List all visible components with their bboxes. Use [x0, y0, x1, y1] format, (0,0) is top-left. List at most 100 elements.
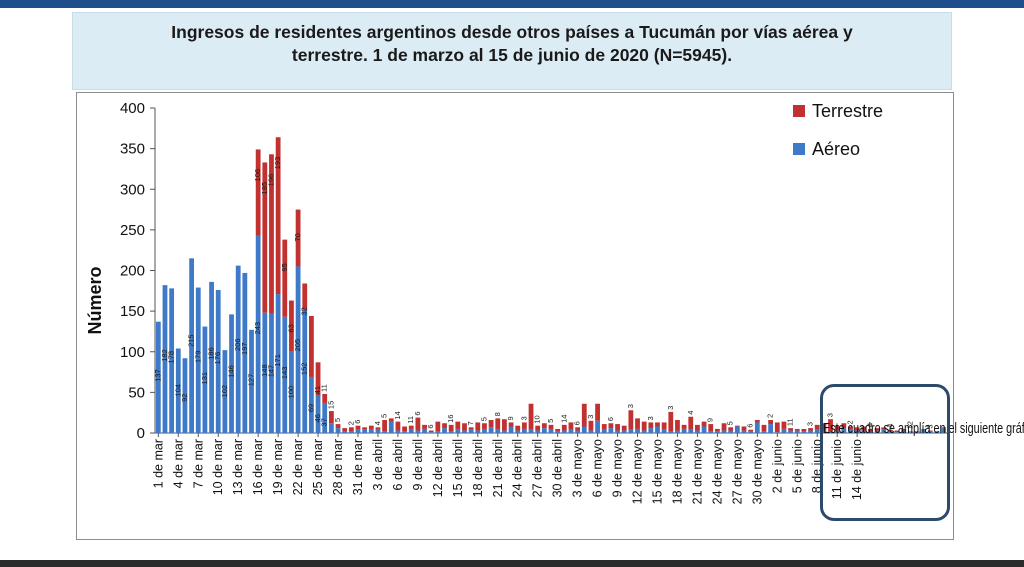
- bar-aereo: [508, 426, 514, 433]
- bar-aereo: [448, 431, 454, 433]
- bar-aereo: [262, 312, 268, 433]
- data-label-aereo: 69: [306, 404, 315, 412]
- data-label-aereo: 146: [227, 365, 236, 378]
- highlight-box: [820, 384, 950, 521]
- y-tick-label: 400: [120, 100, 145, 117]
- bar-aereo: [229, 314, 234, 433]
- bar-terrestre: [721, 423, 727, 431]
- bar-aereo: [175, 348, 181, 433]
- bar-aereo: [581, 426, 587, 433]
- data-label-terrestre: 9: [506, 416, 515, 420]
- data-label-terrestre: 193: [273, 157, 282, 170]
- bar-terrestre: [382, 420, 388, 432]
- x-tick-label: 14 de junio: [850, 439, 864, 500]
- x-tick-label: 18 de mayo: [670, 439, 684, 504]
- bar-aereo: [681, 428, 687, 433]
- bar-aereo: [335, 428, 341, 433]
- bar-terrestre: [848, 426, 853, 430]
- data-label-terrestre: 3: [519, 416, 528, 420]
- bar-aereo: [788, 430, 793, 433]
- bar-aereo: [848, 429, 853, 433]
- bar-aereo: [162, 285, 168, 433]
- bar-aereo: [408, 428, 414, 433]
- data-label-terrestre: 2: [766, 414, 775, 418]
- bar-terrestre: [828, 419, 833, 432]
- bar-terrestre: [914, 431, 920, 433]
- bar-terrestre: [462, 423, 467, 431]
- bar-terrestre: [289, 300, 294, 352]
- bar-aereo: [814, 429, 820, 433]
- data-label-aereo: 182: [160, 349, 169, 362]
- x-tick-label: 13 de mar: [231, 439, 245, 495]
- bar-terrestre: [402, 426, 407, 432]
- x-tick-label: 10 de mar: [211, 439, 225, 495]
- bar-terrestre: [541, 423, 547, 429]
- bar-aereo: [901, 430, 907, 433]
- bar-terrestre: [641, 421, 647, 431]
- data-label-terrestre: 4: [373, 421, 382, 425]
- bar-aereo: [368, 428, 374, 433]
- bar-aereo: [202, 326, 208, 433]
- bar-aereo: [615, 430, 620, 433]
- bar-terrestre: [408, 425, 414, 429]
- data-label-terrestre: 3: [586, 415, 595, 419]
- data-label-terrestre: 3: [806, 422, 815, 426]
- data-label-aereo: 152: [300, 363, 309, 376]
- bar-terrestre: [502, 419, 507, 431]
- data-label-terrestre: 95: [280, 263, 289, 271]
- bar-terrestre: [741, 426, 747, 431]
- bar-terrestre: [808, 428, 813, 431]
- chart-title: Ingresos de residentes argentinos desde …: [73, 21, 951, 67]
- bar-aereo: [295, 266, 301, 433]
- bar-aereo: [555, 431, 561, 433]
- data-label-terrestre: 11: [406, 416, 415, 424]
- data-label-aereo: 137: [153, 369, 162, 382]
- x-tick-label: 12 de mayo: [631, 439, 645, 504]
- data-label-terrestre: 14: [559, 415, 568, 423]
- bar-terrestre: [535, 425, 541, 431]
- bar-aereo: [808, 430, 813, 433]
- x-tick-label: 28 de mar: [331, 439, 345, 495]
- bar-terrestre: [475, 422, 481, 431]
- bar-aereo: [388, 421, 394, 433]
- x-tick-label: 6 de mayo: [591, 439, 605, 497]
- x-tick-label: 15 de abril: [451, 439, 465, 497]
- title-box: Ingresos de residentes argentinos desde …: [72, 12, 952, 90]
- bar-aereo: [728, 430, 734, 433]
- bar-aereo: [741, 430, 747, 433]
- data-label-terrestre: 10: [533, 415, 542, 423]
- bar-terrestre: [734, 425, 740, 427]
- bottom-bar: [0, 560, 1024, 567]
- bar-aereo: [488, 427, 494, 433]
- bar-terrestre: [568, 422, 574, 430]
- bar-aereo: [475, 430, 481, 433]
- bar-aereo: [382, 431, 388, 433]
- data-label-terrestre: 70: [293, 233, 302, 241]
- data-label-aereo: 46: [313, 414, 322, 422]
- bar-aereo: [209, 281, 214, 433]
- bar-aereo: [661, 429, 667, 433]
- data-label-aereo: 215: [187, 334, 196, 347]
- bar-terrestre: [581, 403, 587, 427]
- bar-terrestre: [595, 403, 600, 421]
- data-label-aereo: 104: [173, 384, 182, 397]
- bar-terrestre: [748, 429, 754, 432]
- bar-terrestre: [368, 425, 374, 429]
- x-tick-label: 27 de abril: [531, 439, 545, 497]
- bar-aereo: [462, 430, 467, 433]
- data-label-aereo: 147: [266, 365, 275, 378]
- title-line-2: terrestre. 1 de marzo al 15 de junio de …: [291, 45, 733, 65]
- bar-terrestre: [768, 420, 774, 425]
- bar-terrestre: [668, 411, 674, 432]
- bar-aereo: [801, 431, 807, 433]
- data-label-terrestre: 5: [333, 418, 342, 422]
- bar-aereo: [535, 430, 541, 433]
- x-tick-label: 31 de mar: [351, 439, 365, 495]
- bar-aereo: [941, 428, 947, 433]
- bar-aereo: [322, 402, 328, 433]
- bar-terrestre: [309, 316, 314, 377]
- x-tick-label: 9 de abril: [411, 439, 425, 490]
- bar-aereo: [921, 429, 927, 433]
- data-label-terrestre: 32: [300, 307, 309, 315]
- bar-terrestre: [521, 422, 527, 429]
